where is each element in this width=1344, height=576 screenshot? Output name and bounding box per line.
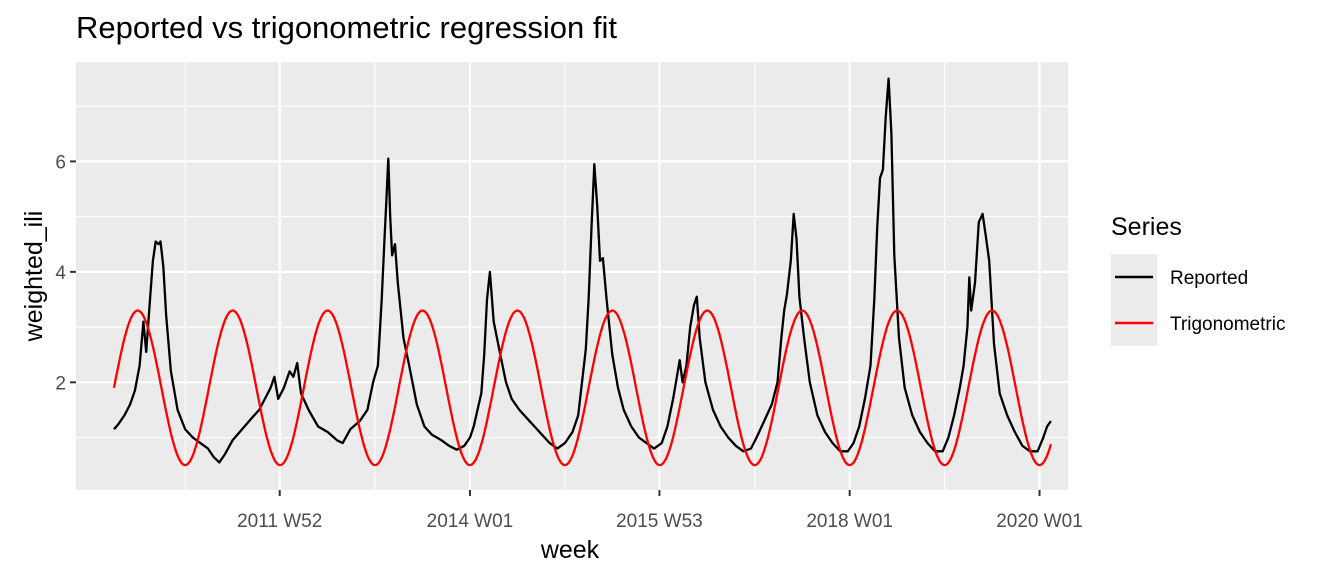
legend: Series Reported Trigonometric [1111, 213, 1285, 346]
x-tick-label: 2018 W01 [806, 511, 893, 532]
chart-title: Reported vs trigonometric regression fit [76, 10, 618, 45]
y-tick-label: 2 [55, 373, 66, 394]
x-tick-label: 2020 W01 [996, 511, 1083, 532]
y-axis-title: weighted_ili [20, 211, 48, 343]
x-axis-title: week [540, 536, 600, 564]
grid-major [76, 62, 1068, 490]
legend-title: Series [1111, 213, 1182, 241]
series-line-trigonometric [112, 309, 1053, 467]
y-tick-label: 4 [55, 263, 66, 284]
legend-label: Trigonometric [1170, 314, 1285, 335]
x-tick-label: 2015 W53 [616, 511, 703, 532]
plot-panel [76, 62, 1068, 490]
series-line-reported [113, 77, 1052, 464]
x-tick-label: 2011 W52 [237, 511, 322, 532]
y-tick-label: 6 [55, 152, 66, 173]
x-tick-label: 2014 W01 [427, 511, 514, 532]
grid-minor [76, 62, 1068, 490]
axis-ticks: 2011 W52 2014 W01 2015 W53 2018 W01 2020 W01… [55, 152, 1082, 532]
legend-label: Reported [1170, 268, 1248, 289]
series-layer [112, 77, 1053, 467]
